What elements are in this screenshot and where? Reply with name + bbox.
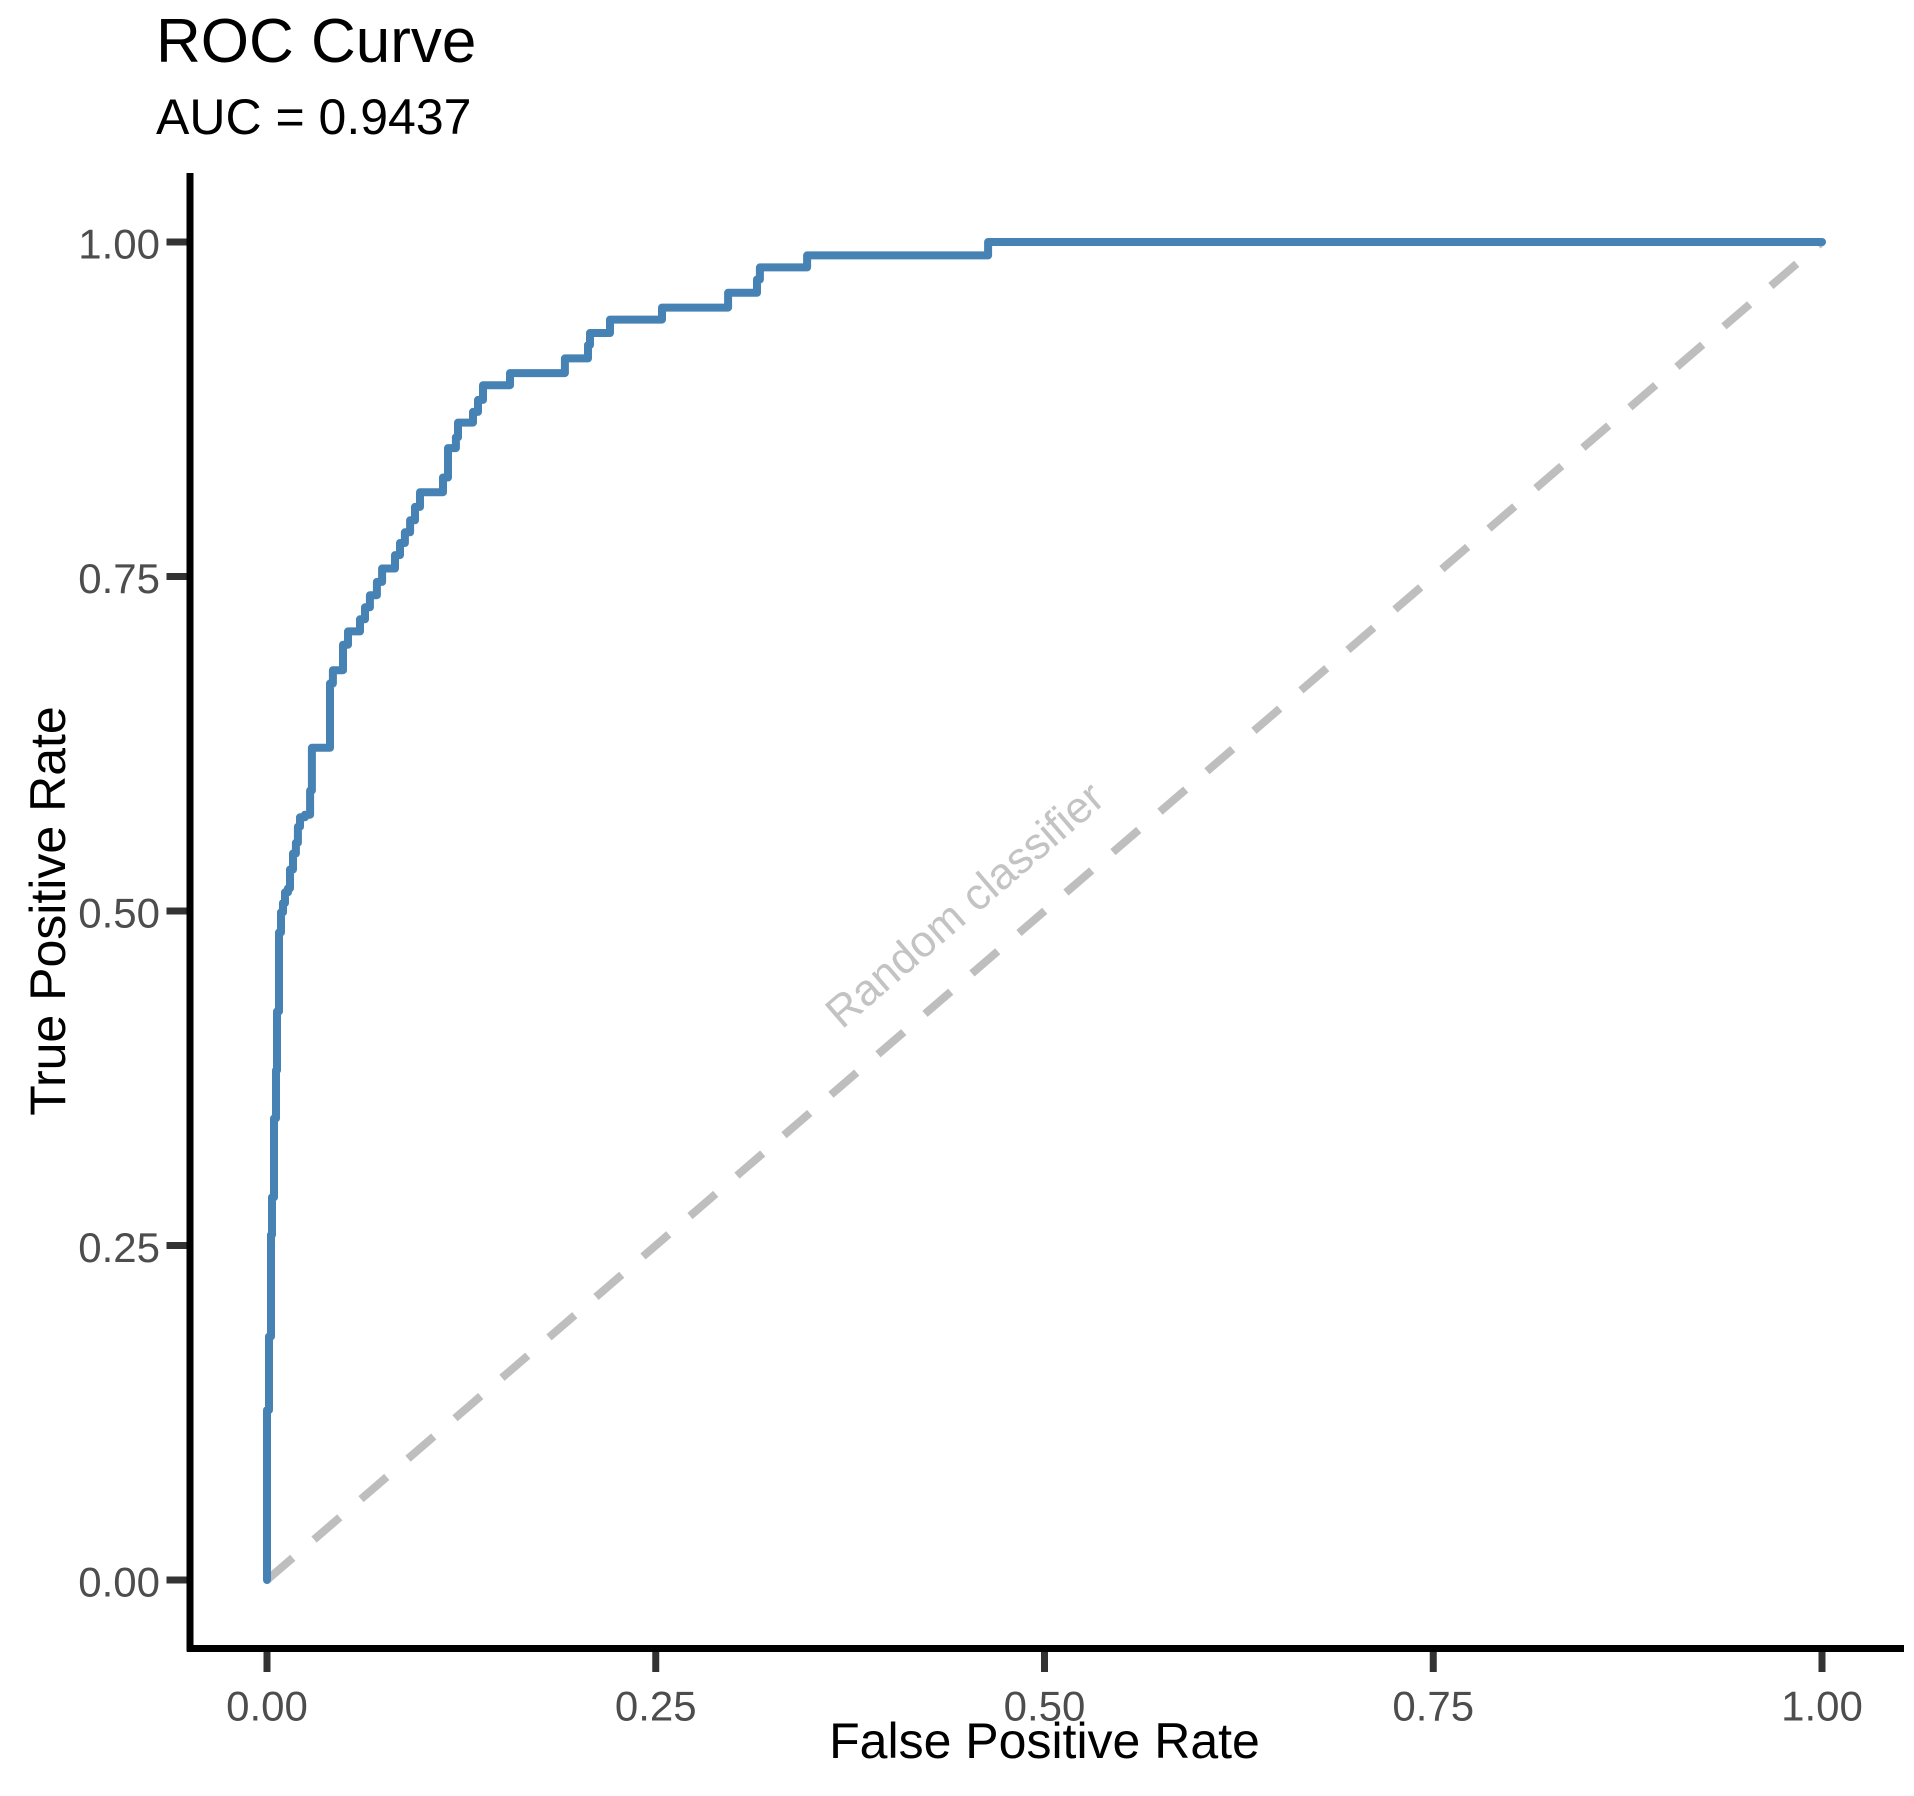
- x-tick-label: 0.50: [1004, 1682, 1086, 1729]
- random-classifier-line: [264, 238, 1825, 1584]
- y-tick-label: 0.00: [78, 1559, 160, 1606]
- y-tick-label: 0.25: [78, 1224, 160, 1271]
- x-tick-label: 0.75: [1392, 1682, 1474, 1729]
- x-axis-title: False Positive Rate: [829, 1713, 1260, 1769]
- y-tick-label: 0.50: [78, 890, 160, 937]
- chart-subtitle: AUC = 0.9437: [156, 89, 472, 145]
- x-axis: 0.00 0.25 0.50 0.75 1.00 False Positive Rate: [187, 1645, 1904, 1769]
- x-tick-label: 0.25: [615, 1682, 697, 1729]
- random-classifier-label: Random classifier: [816, 772, 1113, 1037]
- y-tick-label: 0.75: [78, 555, 160, 602]
- x-tick-label: 0.00: [226, 1682, 308, 1729]
- chart-title: ROC Curve: [156, 7, 477, 76]
- y-tick-label: 1.00: [78, 221, 160, 268]
- y-axis: 0.00 0.25 0.50 0.75 1.00 True Positive Rate: [20, 173, 194, 1652]
- x-tick-label: 1.00: [1781, 1682, 1863, 1729]
- y-axis-title: True Positive Rate: [20, 706, 76, 1115]
- roc-curve-line: [263, 238, 1826, 1584]
